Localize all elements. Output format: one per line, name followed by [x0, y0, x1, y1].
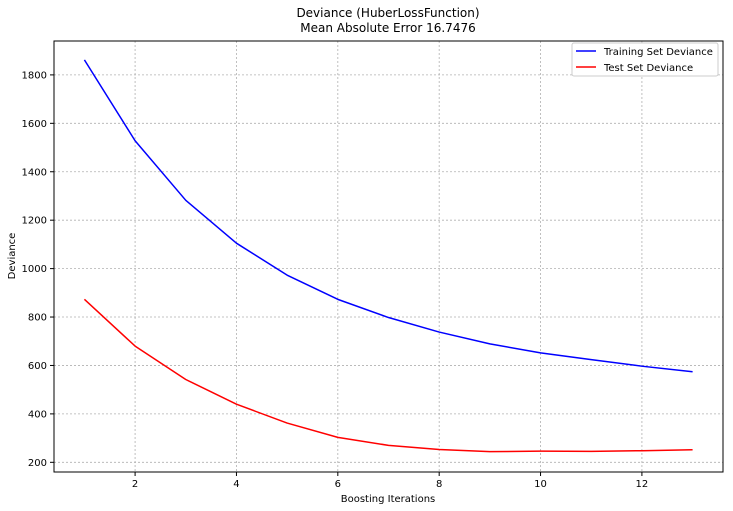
y-axis-label: Deviance	[7, 233, 18, 280]
grid	[54, 41, 723, 472]
legend-box	[571, 42, 719, 77]
y-tick-label: 400	[28, 409, 47, 420]
chart-subtitle: Mean Absolute Error 16.7476	[300, 21, 475, 35]
plot-frame	[53, 40, 724, 473]
x-tick-label: 4	[233, 479, 239, 490]
x-axis-ticks: 2 4 6 8 10 12	[132, 472, 648, 490]
y-tick-label: 800	[28, 313, 47, 324]
x-axis-label: Boosting Iterations	[341, 494, 436, 505]
series-line-test	[83, 298, 693, 453]
x-tick-label: 10	[534, 479, 547, 490]
y-tick-label: 1800	[22, 70, 47, 81]
y-tick-label: 1000	[22, 264, 47, 275]
x-tick-label: 12	[636, 479, 649, 490]
y-tick-label: 1200	[22, 216, 47, 227]
series-line-training	[83, 59, 693, 373]
chart-title: Deviance (HuberLossFunction)	[296, 6, 479, 20]
y-tick-label: 1400	[22, 167, 47, 178]
x-tick-label: 8	[436, 479, 442, 490]
series-lines	[83, 59, 693, 453]
y-tick-label: 200	[28, 458, 47, 469]
y-tick-label: 600	[28, 361, 47, 372]
x-tick-label: 2	[132, 479, 138, 490]
legend-label-training: Training Set Deviance	[603, 47, 713, 58]
legend: Training Set Deviance Test Set Deviance	[571, 42, 719, 77]
y-tick-label: 1600	[22, 119, 47, 130]
x-tick-label: 6	[335, 479, 341, 490]
y-axis-ticks: 200 400 600 800 1000 1200 1400 1600 1800	[22, 70, 54, 469]
legend-label-test: Test Set Deviance	[603, 63, 693, 74]
